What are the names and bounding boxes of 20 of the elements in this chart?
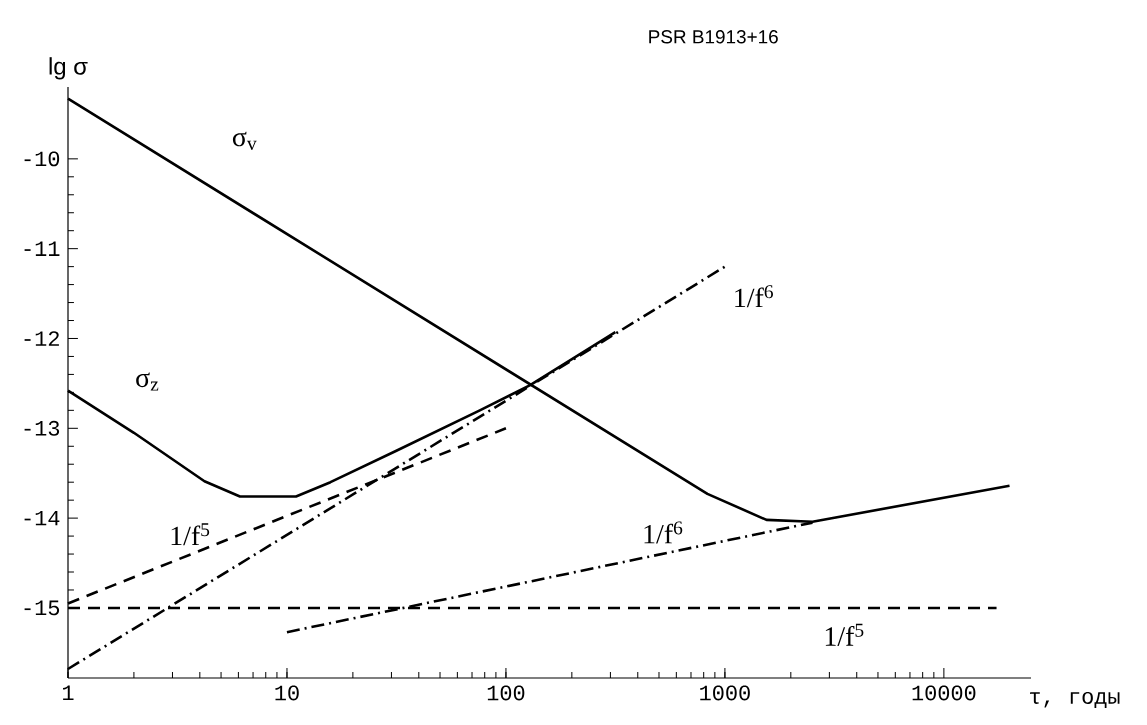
x-tick-label: 1 (63, 685, 74, 700)
x-tick-label: 100 (487, 685, 525, 701)
x-tick-label: 10000 (912, 685, 976, 701)
series-label: σ$_{v}$ (232, 131, 257, 150)
series-label: 1/f$^{5}$ (171, 523, 210, 546)
y-axis-title: lg σ (49, 57, 88, 80)
x-axis-title: τ, годы (1030, 691, 1120, 709)
y-tick-label: -10 (24, 151, 60, 167)
x-tick-label: 1000 (700, 685, 750, 701)
series-label: 1/f$^{5}$ (825, 623, 864, 646)
y-tick-label: -12 (24, 331, 59, 346)
y-tick-label: -11 (24, 241, 60, 256)
series-label: 1/f$^{6}$ (644, 521, 683, 544)
x-tick-label: 10 (275, 685, 299, 701)
y-tick-label: -14 (24, 510, 60, 526)
y-tick-label: -13 (24, 420, 60, 436)
chart-title: PSR B1913+16 (649, 30, 778, 44)
y-tick-label: -15 (24, 600, 60, 616)
series-label: 1/f$^{6}$ (735, 285, 773, 308)
legend-label: σ$_{z}$ (136, 372, 159, 391)
